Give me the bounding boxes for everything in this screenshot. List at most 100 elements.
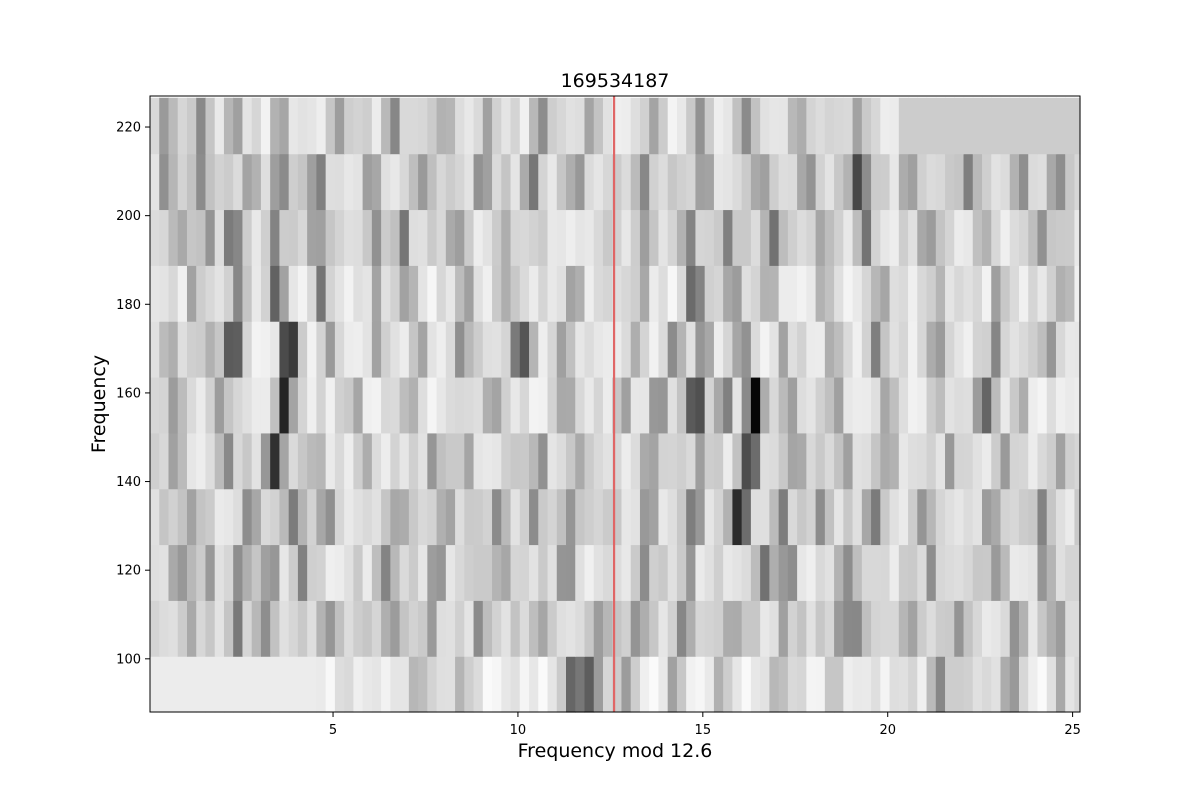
heatmap-cell: [205, 209, 216, 266]
heatmap-cell: [991, 376, 1002, 434]
heatmap-cell: [575, 656, 586, 713]
heatmap-cell: [575, 544, 586, 601]
heatmap-cell: [344, 544, 354, 601]
heatmap-cell: [593, 265, 604, 322]
heatmap-cell: [982, 600, 992, 657]
heatmap-cell: [935, 265, 946, 322]
heatmap-cell: [399, 488, 410, 546]
heatmap-cell: [630, 265, 641, 322]
heatmap-cell: [621, 153, 632, 211]
heatmap-cell: [1009, 97, 1020, 155]
heatmap-cell: [233, 265, 244, 322]
heatmap-cell: [871, 321, 881, 378]
heatmap-cell: [815, 600, 826, 657]
heatmap-cell: [649, 321, 660, 378]
heatmap-cell: [917, 600, 928, 657]
heatmap-cell: [205, 265, 216, 322]
heatmap-cell: [621, 97, 632, 155]
heatmap-cell: [593, 600, 604, 657]
heatmap-cell: [177, 209, 188, 266]
heatmap-cell: [778, 488, 789, 546]
heatmap-cell: [704, 432, 715, 490]
heatmap-cell: [455, 153, 465, 211]
heatmap-cell: [1028, 544, 1039, 601]
heatmap-cell: [945, 265, 955, 322]
heatmap-cell: [630, 656, 641, 713]
heatmap-cell: [1018, 488, 1029, 546]
heatmap-cell: [427, 265, 438, 322]
heatmap-cell: [538, 321, 549, 378]
heatmap-cell: [593, 321, 604, 378]
heatmap-cell: [510, 432, 521, 490]
heatmap-cell: [658, 97, 669, 155]
heatmap-cell: [297, 656, 308, 713]
heatmap-cell: [741, 544, 752, 601]
heatmap-cell: [547, 321, 558, 378]
heatmap-cell: [260, 656, 271, 713]
heatmap-cell: [1028, 265, 1039, 322]
heatmap-cell: [1074, 376, 1081, 434]
heatmap-cell: [963, 544, 974, 601]
heatmap-cell: [334, 544, 345, 601]
heatmap-cell: [676, 376, 687, 434]
heatmap-cell: [926, 488, 937, 546]
x-axis-label: Frequency mod 12.6: [518, 740, 713, 762]
heatmap-cell: [362, 209, 373, 266]
heatmap-cell: [529, 432, 539, 490]
heatmap-cell: [639, 209, 650, 266]
heatmap-cell: [584, 488, 595, 546]
heatmap-cell: [325, 97, 336, 155]
heatmap-cell: [852, 432, 863, 490]
heatmap-cell: [621, 488, 632, 546]
heatmap-cell: [316, 600, 327, 657]
heatmap-cell: [593, 432, 604, 490]
heatmap-cell: [778, 265, 789, 322]
heatmap-cell: [159, 656, 170, 713]
heatmap-row: [150, 376, 1081, 434]
heatmap-cell: [482, 488, 493, 546]
heatmap-cell: [233, 544, 244, 601]
heatmap-cell: [325, 488, 336, 546]
heatmap-cell: [898, 321, 909, 378]
heatmap-cell: [723, 97, 733, 155]
heatmap-cell: [492, 600, 502, 657]
heatmap-cell: [908, 265, 918, 322]
heatmap-cell: [344, 153, 354, 211]
heatmap-cell: [482, 265, 493, 322]
heatmap-cell: [917, 209, 928, 266]
heatmap-cell: [1028, 97, 1039, 155]
heatmap-cell: [316, 265, 327, 322]
heatmap-cell: [639, 265, 650, 322]
heatmap-cell: [704, 97, 715, 155]
heatmap-cell: [381, 656, 391, 713]
heatmap-cell: [529, 488, 539, 546]
heatmap-cell: [381, 321, 391, 378]
heatmap-cell: [621, 209, 632, 266]
heatmap-cell: [538, 376, 549, 434]
heatmap-cell: [186, 432, 197, 490]
heatmap-cell: [344, 321, 354, 378]
heatmap-cell: [584, 376, 595, 434]
heatmap-cell: [834, 209, 844, 266]
x-tick-label: 5: [329, 723, 337, 738]
heatmap-cell: [889, 488, 900, 546]
heatmap-cell: [538, 432, 549, 490]
heatmap-cell: [575, 209, 586, 266]
heatmap-cell: [399, 153, 410, 211]
heatmap-cell: [982, 97, 992, 155]
heatmap-cell: [871, 376, 881, 434]
heatmap-cell: [270, 321, 281, 378]
heatmap-cell: [575, 153, 586, 211]
heatmap-cell: [1055, 488, 1066, 546]
heatmap-cell: [852, 656, 863, 713]
heatmap-cell: [676, 488, 687, 546]
heatmap-cell: [1018, 265, 1029, 322]
heatmap-cell: [547, 432, 558, 490]
heatmap-cell: [1028, 209, 1039, 266]
heatmap-cell: [704, 153, 715, 211]
heatmap-cell: [186, 321, 197, 378]
heatmap-cell: [270, 209, 281, 266]
heatmap-cell: [963, 97, 974, 155]
heatmap-cell: [621, 321, 632, 378]
heatmap-cell: [667, 321, 678, 378]
